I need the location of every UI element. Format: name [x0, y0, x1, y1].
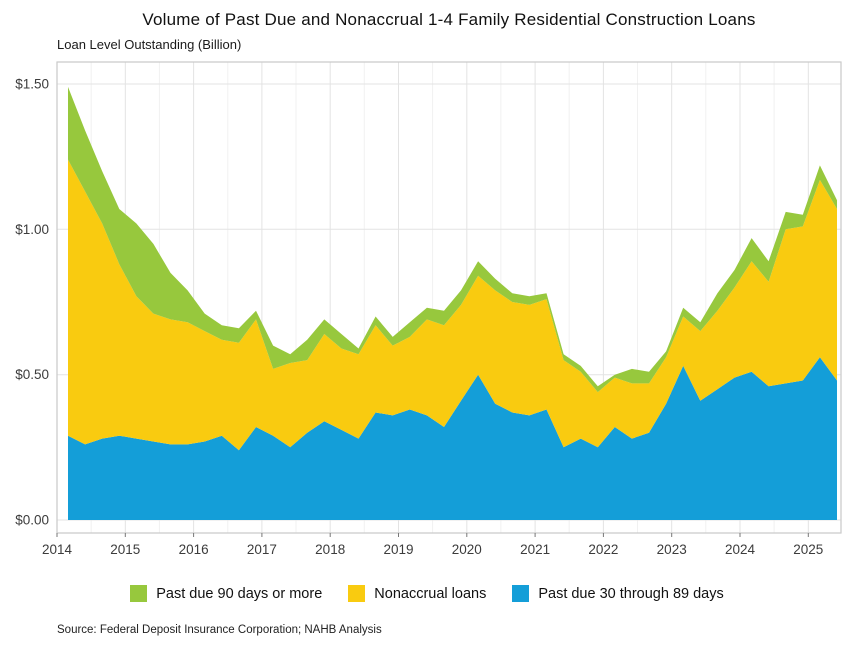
chart-subtitle: Loan Level Outstanding (Billion) — [57, 37, 242, 52]
svg-text:2022: 2022 — [588, 542, 618, 557]
area-nonaccrual — [68, 159, 837, 451]
svg-text:2020: 2020 — [452, 542, 482, 557]
svg-text:2023: 2023 — [657, 542, 687, 557]
legend-item-nonaccrual: Nonaccrual loans — [348, 585, 486, 602]
svg-text:2014: 2014 — [42, 542, 73, 557]
legend-swatch-past-due-30-89 — [512, 585, 530, 602]
legend-item-past-due-90: Past due 90 days or more — [130, 585, 322, 602]
svg-text:2019: 2019 — [383, 542, 413, 557]
svg-text:2024: 2024 — [725, 542, 756, 557]
legend-item-past-due-30-89: Past due 30 through 89 days — [512, 585, 724, 602]
svg-text:$0.00: $0.00 — [15, 513, 49, 528]
y-axis-labels: $0.00 $0.50 $1.00 $1.50 — [15, 77, 49, 528]
legend-label-past-due-30-89: Past due 30 through 89 days — [538, 585, 724, 602]
svg-text:2016: 2016 — [179, 542, 209, 557]
x-axis-labels: 2014 2015 2016 2017 2018 2019 2020 2021 2022 2023… — [42, 533, 823, 557]
page-title: Volume of Past Due and Nonaccrual 1-4 Fa… — [142, 10, 756, 29]
svg-text:2017: 2017 — [247, 542, 277, 557]
area-past-due-30-89 — [68, 357, 837, 520]
svg-text:$1.00: $1.00 — [15, 222, 49, 237]
legend: Past due 90 days or more Nonaccrual loan… — [0, 585, 854, 602]
svg-text:2018: 2018 — [315, 542, 345, 557]
svg-text:$0.50: $0.50 — [15, 367, 49, 382]
svg-text:2015: 2015 — [110, 542, 140, 557]
legend-label-nonaccrual: Nonaccrual loans — [374, 585, 487, 602]
legend-swatch-past-due-90 — [130, 585, 148, 602]
legend-label-past-due-90: Past due 90 days or more — [156, 585, 323, 602]
panel-border — [56, 61, 842, 534]
svg-text:2021: 2021 — [520, 542, 550, 557]
legend-swatch-nonaccrual — [348, 585, 366, 602]
svg-text:$1.50: $1.50 — [15, 77, 49, 92]
svg-text:2025: 2025 — [793, 542, 823, 557]
source-note: Source: Federal Deposit Insurance Corpor… — [57, 624, 382, 636]
